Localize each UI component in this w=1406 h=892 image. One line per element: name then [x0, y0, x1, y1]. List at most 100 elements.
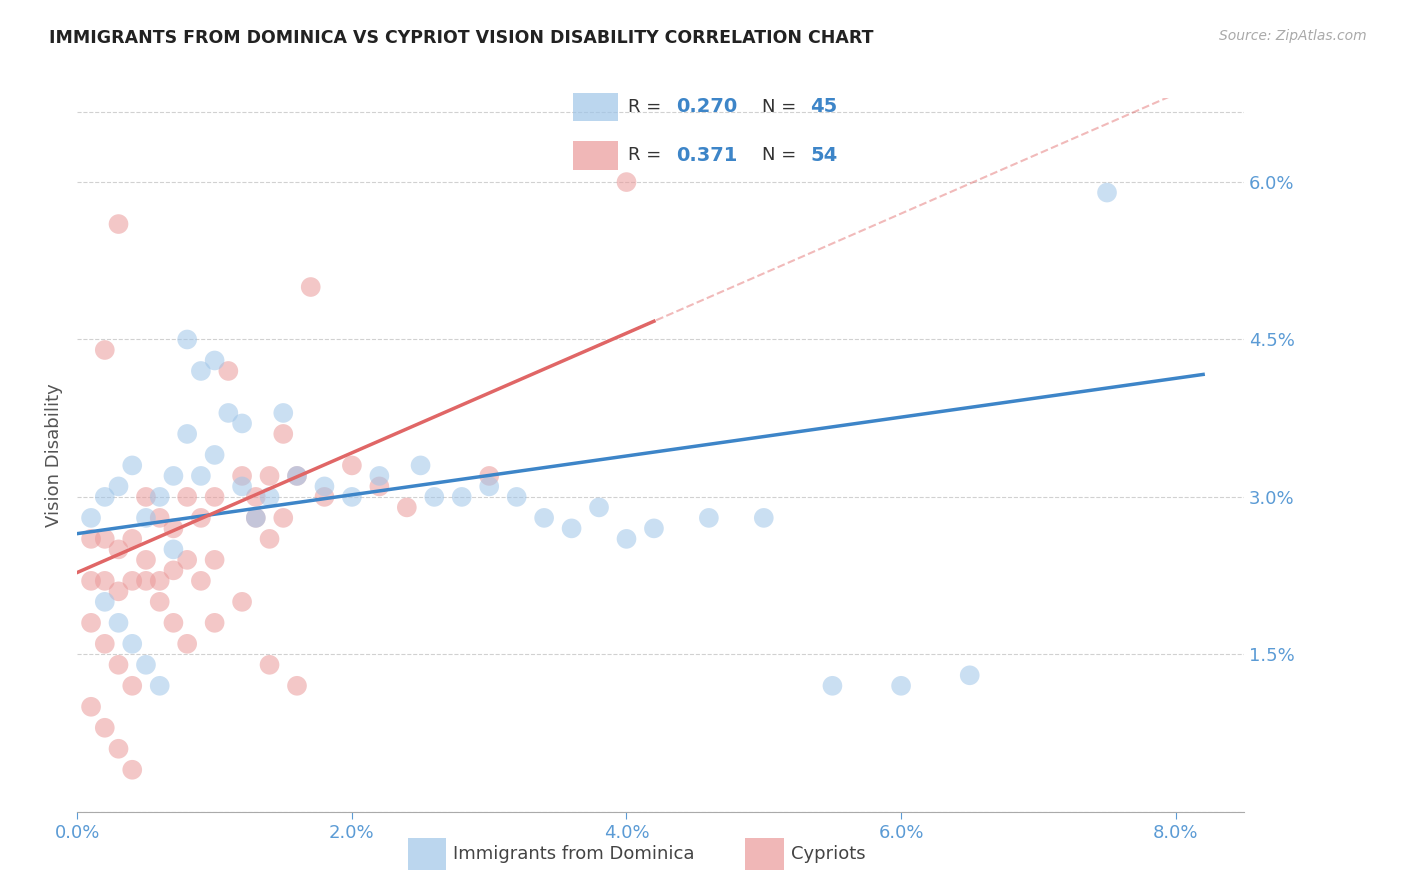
Point — [135, 490, 157, 504]
Point — [149, 679, 172, 693]
Point — [121, 574, 143, 588]
Point — [162, 615, 184, 630]
Point — [135, 657, 157, 672]
Text: R =: R = — [628, 146, 666, 164]
Point — [340, 490, 363, 504]
Point — [190, 511, 212, 525]
Point — [176, 426, 198, 441]
Point — [821, 679, 844, 693]
Point — [478, 469, 501, 483]
Text: 45: 45 — [810, 97, 838, 117]
Point — [204, 615, 226, 630]
Point — [94, 574, 117, 588]
Point — [80, 699, 103, 714]
Point — [94, 595, 117, 609]
Point — [890, 679, 912, 693]
Point — [107, 657, 129, 672]
Point — [616, 532, 638, 546]
Point — [149, 511, 172, 525]
Point — [450, 490, 472, 504]
Point — [231, 417, 253, 431]
Point — [176, 637, 198, 651]
Text: IMMIGRANTS FROM DOMINICA VS CYPRIOT VISION DISABILITY CORRELATION CHART: IMMIGRANTS FROM DOMINICA VS CYPRIOT VISI… — [49, 29, 873, 46]
Point — [190, 574, 212, 588]
Point — [245, 511, 267, 525]
Point — [204, 553, 226, 567]
Point — [285, 679, 308, 693]
Point — [478, 479, 501, 493]
Point — [176, 490, 198, 504]
Point — [588, 500, 610, 515]
Point — [94, 490, 117, 504]
Point — [135, 511, 157, 525]
Point — [368, 479, 391, 493]
Point — [107, 217, 129, 231]
Text: 54: 54 — [810, 145, 838, 165]
Point — [94, 637, 117, 651]
Point — [149, 595, 172, 609]
Text: N =: N = — [762, 146, 803, 164]
Point — [80, 574, 103, 588]
Point — [231, 469, 253, 483]
Point — [259, 532, 281, 546]
Point — [121, 637, 143, 651]
Point — [231, 479, 253, 493]
Point — [340, 458, 363, 473]
Point — [271, 426, 294, 441]
Point — [121, 763, 143, 777]
Point — [616, 175, 638, 189]
Point — [959, 668, 981, 682]
Point — [561, 521, 583, 535]
Point — [80, 532, 103, 546]
Point — [409, 458, 432, 473]
Point — [271, 511, 294, 525]
Bar — [572, 93, 617, 121]
Text: N =: N = — [762, 98, 803, 116]
Point — [697, 511, 720, 525]
Point — [107, 479, 129, 493]
Point — [533, 511, 555, 525]
Point — [271, 406, 294, 420]
Point — [190, 469, 212, 483]
Point — [107, 615, 129, 630]
Point — [94, 721, 117, 735]
Point — [217, 406, 239, 420]
Point — [285, 469, 308, 483]
Point — [162, 521, 184, 535]
Text: Cypriots: Cypriots — [790, 845, 866, 863]
Point — [259, 657, 281, 672]
Point — [245, 511, 267, 525]
Point — [231, 595, 253, 609]
Point — [176, 553, 198, 567]
Bar — [745, 838, 785, 870]
Point — [107, 741, 129, 756]
Text: R =: R = — [628, 98, 666, 116]
Text: 0.270: 0.270 — [676, 97, 737, 117]
Point — [643, 521, 665, 535]
Point — [368, 469, 391, 483]
Point — [259, 490, 281, 504]
Point — [121, 679, 143, 693]
Point — [314, 479, 336, 493]
Point — [395, 500, 418, 515]
Point — [135, 553, 157, 567]
Point — [752, 511, 775, 525]
Bar — [408, 838, 447, 870]
Point — [121, 532, 143, 546]
Text: 0.371: 0.371 — [676, 145, 738, 165]
Point — [107, 542, 129, 557]
Point — [80, 511, 103, 525]
Point — [135, 574, 157, 588]
Point — [176, 333, 198, 347]
Point — [505, 490, 527, 504]
Point — [149, 490, 172, 504]
Point — [190, 364, 212, 378]
Point — [121, 458, 143, 473]
Point — [259, 469, 281, 483]
Point — [94, 532, 117, 546]
Point — [299, 280, 322, 294]
Point — [314, 490, 336, 504]
Point — [162, 469, 184, 483]
Point — [94, 343, 117, 357]
Point — [204, 448, 226, 462]
